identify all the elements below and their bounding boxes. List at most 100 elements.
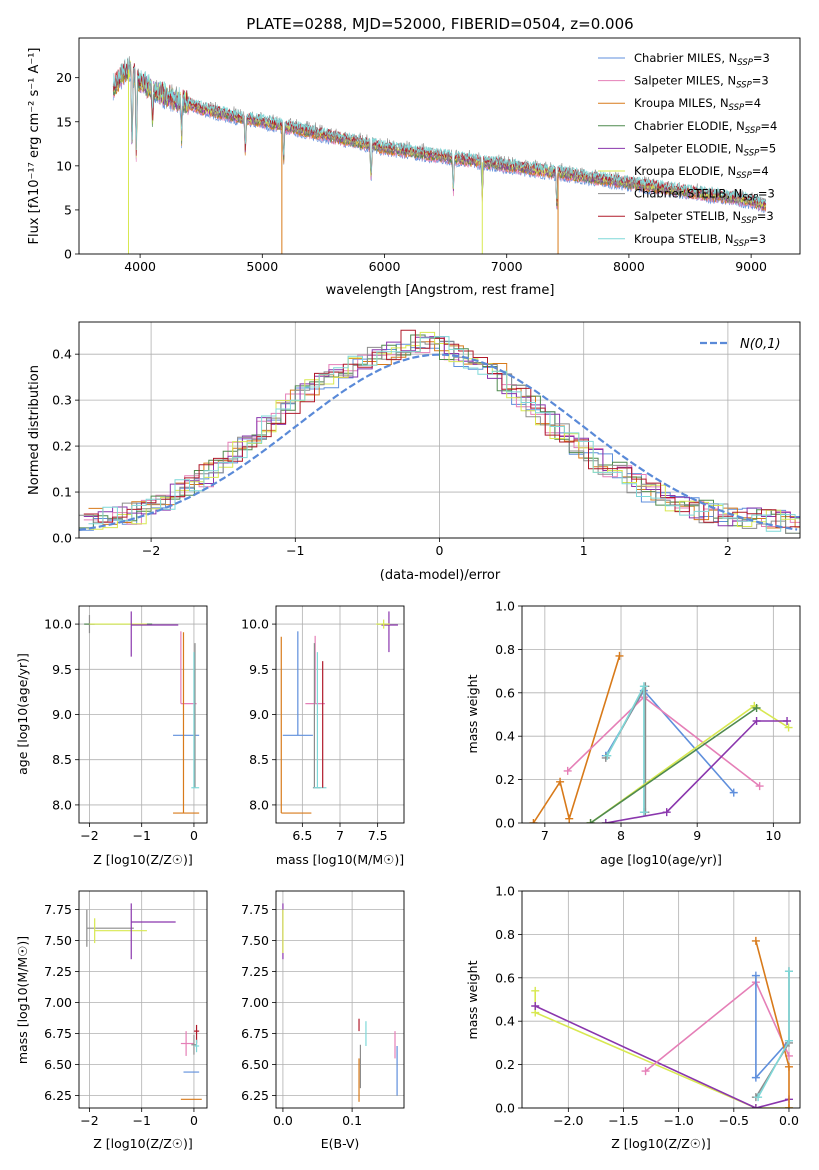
plot-area bbox=[280, 611, 398, 814]
massweight-vs-age-panel: 7 8 9 10 0.0 0.2 0.4 0.6 0.8 1.0 age [log10(age/yr… bbox=[465, 599, 801, 867]
x-tick-label: −1 bbox=[132, 828, 150, 843]
figure-title: PLATE=0288, MJD=52000, FIBERID=0504, z=0… bbox=[246, 15, 633, 33]
x-axis-label: (data-model)/error bbox=[380, 568, 501, 583]
axes-frame bbox=[275, 890, 405, 1109]
normal-curve bbox=[79, 353, 798, 531]
weight-marker bbox=[531, 986, 540, 995]
x-axis-label: mass [log10(M/M☉)] bbox=[276, 852, 404, 867]
weight-marker bbox=[603, 751, 612, 760]
plot-area bbox=[84, 611, 200, 814]
y-tick-label: 9.0 bbox=[249, 707, 269, 722]
weight-line bbox=[605, 685, 647, 813]
age-vs-mass-panel: 6.5 7 7.5 8.0 8.5 9.0 9.5 10.0 mass [log10(M/M☉)… bbox=[241, 605, 405, 867]
y-axis-label: Normed distribution bbox=[27, 365, 42, 495]
y-tick-label: 7.50 bbox=[241, 933, 269, 948]
weight-line bbox=[755, 975, 790, 1080]
y-tick-label: 0 bbox=[64, 247, 72, 262]
legend-label: Chabrier ELODIE, NSSP=4 bbox=[634, 119, 777, 136]
y-tick-label: 0.0 bbox=[495, 816, 515, 831]
weight-marker bbox=[784, 1104, 793, 1108]
y-tick-label: 9.5 bbox=[249, 662, 269, 677]
x-tick-label: 2 bbox=[724, 543, 732, 558]
weight-marker bbox=[641, 1067, 650, 1076]
x-tick-label: 7 bbox=[336, 828, 344, 843]
x-tick-label: −2 bbox=[142, 543, 160, 558]
y-tick-label: 0.1 bbox=[52, 485, 72, 500]
plot-area bbox=[112, 56, 767, 254]
y-tick-label: 0.8 bbox=[495, 927, 515, 942]
y-tick-label: 6.25 bbox=[44, 1088, 72, 1103]
x-tick-label: 10 bbox=[765, 828, 781, 843]
axes-frame bbox=[78, 37, 801, 255]
grid bbox=[276, 606, 404, 823]
x-tick-label: 6.5 bbox=[292, 828, 312, 843]
x-tick-label: 0 bbox=[190, 1113, 198, 1128]
x-tick-label: 8 bbox=[617, 828, 625, 843]
x-tick-label: −2 bbox=[80, 1113, 98, 1128]
spectrum-panel: 4000 5000 6000 7000 8000 9000 0 5 10 15 20 Chabrier… bbox=[27, 37, 801, 298]
grid bbox=[276, 891, 404, 1108]
weight-marker bbox=[556, 777, 565, 786]
y-axis-label: mass [log10(M/M☉)] bbox=[15, 936, 30, 1064]
weight-marker bbox=[639, 808, 648, 817]
weight-marker bbox=[662, 808, 671, 817]
x-tick-label: −0.5 bbox=[719, 1113, 749, 1128]
x-tick-label: 0 bbox=[190, 828, 198, 843]
histogram-step bbox=[79, 334, 800, 534]
x-tick-label: 0.0 bbox=[779, 1113, 799, 1128]
legend-label: Kroupa STELIB, NSSP=3 bbox=[634, 232, 766, 249]
age-vs-metallicity-panel: −2 −1 0 8.0 8.5 9.0 9.5 10.0 Z [log10(Z/Z☉)] age … bbox=[15, 605, 208, 867]
ticks: −2 −1 0 8.0 8.5 9.0 9.5 10.0 bbox=[44, 617, 198, 843]
x-tick-label: −1.5 bbox=[608, 1113, 638, 1128]
x-tick-label: 9 bbox=[693, 828, 701, 843]
plot-area bbox=[531, 936, 793, 1108]
y-tick-label: 1.0 bbox=[495, 599, 515, 614]
y-tick-label: 0.3 bbox=[52, 393, 72, 408]
y-tick-label: 6.25 bbox=[241, 1088, 269, 1103]
ticks: 4000 5000 6000 7000 8000 9000 0 5 10 15 20 bbox=[56, 70, 767, 274]
y-tick-label: 6.75 bbox=[241, 1026, 269, 1041]
y-tick-label: 0.8 bbox=[495, 642, 515, 657]
x-tick-label: 5000 bbox=[246, 259, 278, 274]
weight-marker bbox=[754, 1093, 763, 1102]
weight-marker bbox=[783, 717, 792, 726]
x-tick-label: −1.0 bbox=[663, 1113, 693, 1128]
ticks: −2 −1 0 6.25 6.50 6.75 7.00 7.25 7.50 7.75 bbox=[44, 902, 198, 1128]
weight-line bbox=[605, 720, 788, 823]
y-tick-label: 0.0 bbox=[52, 531, 72, 546]
weight-marker bbox=[751, 971, 760, 980]
legend: Chabrier MILES, NSSP=3 Salpeter MILES, NS… bbox=[598, 51, 777, 249]
weight-line bbox=[590, 707, 758, 823]
x-tick-label: 9000 bbox=[735, 259, 767, 274]
x-tick-label: 8000 bbox=[613, 259, 645, 274]
y-tick-label: 0.6 bbox=[495, 970, 515, 985]
weight-marker bbox=[639, 682, 648, 691]
y-tick-label: 0.2 bbox=[495, 772, 515, 787]
weight-line bbox=[605, 689, 735, 794]
axes-frame bbox=[78, 321, 801, 539]
weight-marker bbox=[755, 782, 764, 791]
weight-line bbox=[590, 704, 790, 823]
weight-marker bbox=[784, 1036, 793, 1045]
y-tick-label: 0.2 bbox=[52, 439, 72, 454]
y-tick-label: 0.0 bbox=[495, 1101, 515, 1116]
x-tick-label: 6000 bbox=[369, 259, 401, 274]
x-tick-label: −2 bbox=[80, 828, 98, 843]
legend-label: Kroupa MILES, NSSP=4 bbox=[634, 96, 761, 113]
weight-marker bbox=[601, 819, 610, 823]
x-tick-label: 0.0 bbox=[273, 1113, 293, 1128]
weight-marker bbox=[529, 819, 538, 823]
weight-marker bbox=[751, 1073, 760, 1082]
ticks: −2.0 −1.5 −1.0 −0.5 0.0 0.0 0.2 0.4 0.6 0.8 1.0 bbox=[495, 884, 799, 1129]
plot-area bbox=[86, 903, 202, 1100]
x-tick-label: 7.5 bbox=[368, 828, 388, 843]
weight-marker bbox=[784, 723, 793, 732]
y-tick-label: 1.0 bbox=[495, 884, 515, 899]
weight-line bbox=[534, 1005, 790, 1108]
weight-marker bbox=[784, 967, 793, 976]
mass-vs-metallicity-panel: −2 −1 0 6.25 6.50 6.75 7.00 7.25 7.50 7.75 Z [log1… bbox=[15, 890, 208, 1151]
x-tick-label: 0.1 bbox=[342, 1113, 362, 1128]
x-axis-label: E(B-V) bbox=[321, 1136, 360, 1151]
y-tick-label: 10.0 bbox=[44, 617, 72, 632]
x-tick-label: −1 bbox=[286, 543, 304, 558]
